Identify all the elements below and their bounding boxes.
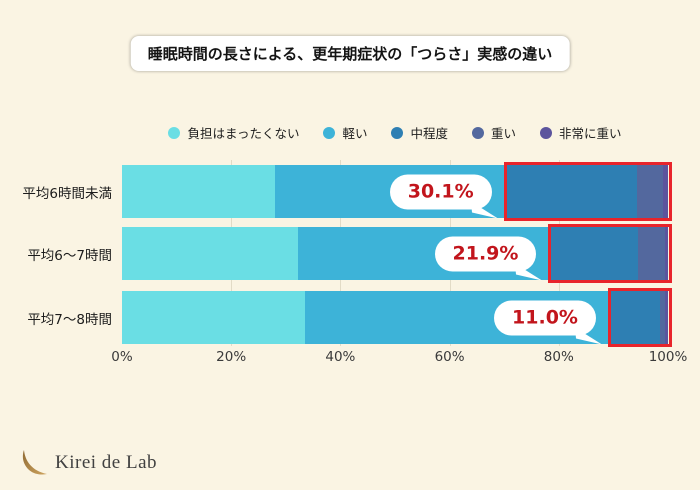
axis-tick-label: 60% [434,349,465,365]
highlight-box [607,288,672,347]
legend-label: 軽い [342,126,368,141]
legend-label: 非常に重い [559,126,622,141]
value-callout: 21.9% [434,236,543,280]
bar-segment [665,227,668,280]
bar-segment [638,227,666,280]
bar-row: 平均7〜8時間 11.0% [0,288,700,347]
bar-segment [122,165,275,218]
bar-segment [659,291,666,344]
legend-item: 軽い [323,123,367,142]
bar-segment [607,291,660,344]
bar-segment [548,227,639,280]
legend-label: 負担はまったくない [187,126,300,141]
brand-footer: Kirei de Lab [20,449,157,477]
bar-segment [503,165,638,218]
bar-segment [665,291,668,344]
legend-swatch-icon [540,126,553,139]
value-callout: 11.0% [494,300,602,344]
callout-tail-icon [515,261,543,280]
legend-swatch-icon [168,126,181,139]
legend: 負担はまったくない 軽い 中程度 重い 非常に重い [122,123,668,142]
x-axis: 0% 20% 40% 60% 80% 100% [111,349,687,367]
bar-track: 11.0% [122,288,672,347]
value-callout: 30.1% [389,174,498,218]
category-label: 平均6時間未満 [22,185,112,202]
bar-segment [662,165,668,218]
legend-swatch-icon [323,126,336,139]
legend-item: 重い [472,123,516,142]
legend-item: 非常に重い [540,123,622,142]
bar-row: 平均6時間未満 30.1% [0,162,700,221]
legend-swatch-icon [391,126,404,139]
axis-tick-label: 80% [543,349,574,365]
legend-swatch-icon [472,126,484,139]
legend-label: 重い [491,126,517,141]
axis-tick-label: 0% [111,349,133,365]
callout-tail-icon [470,199,499,218]
category-label: 平均7〜8時間 [27,311,112,328]
leaf-logo-icon [22,450,47,475]
bar-segment [637,165,663,218]
category-label: 平均6〜7時間 [27,247,112,264]
highlight-box [503,162,672,221]
legend-label: 中程度 [410,126,448,141]
axis-tick-label: 20% [216,349,247,365]
bar-track: 21.9% [122,224,672,283]
legend-item: 負担はまったくない [168,123,299,142]
callout-tail-icon [574,325,603,344]
chart-title: 睡眠時間の長さによる、更年期症状の「つらさ」実感の違い [130,36,570,71]
highlight-box [548,224,672,283]
axis-tick-label: 100% [648,349,688,365]
brand-name: Kirei de Lab [55,452,158,473]
bar-segment [122,227,298,280]
legend-item: 中程度 [391,123,448,142]
axis-tick-label: 40% [325,349,356,365]
bar-row: 平均6〜7時間 21.9% [0,224,700,283]
bar-track: 30.1% [122,162,672,221]
bar-segment [122,291,305,344]
